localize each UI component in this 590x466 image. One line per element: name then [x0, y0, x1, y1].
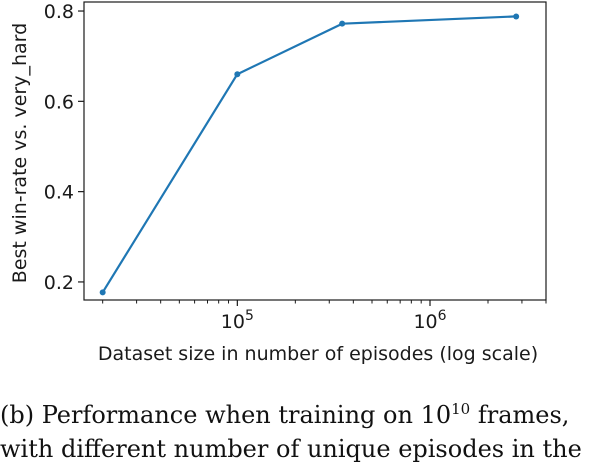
caption-line-1: (b) Performance when training on 1010 fr… — [0, 400, 570, 429]
x-tick-label: 105 — [221, 308, 254, 333]
data-series — [99, 13, 520, 296]
y-axis-label: Best win-rate vs. very_hard — [9, 23, 31, 283]
series-line — [101, 15, 517, 293]
data-point — [99, 289, 106, 296]
data-point — [339, 20, 346, 27]
x-axis-label: Dataset size in number of episodes (log … — [98, 343, 538, 365]
caption-line-2: with different number of unique episodes… — [0, 435, 582, 463]
data-point — [513, 13, 520, 20]
plot-frame — [83, 1, 547, 301]
x-tick-label: 106 — [413, 308, 446, 333]
y-tick-label: 0.4 — [44, 182, 74, 204]
figure-caption: (b) Performance when training on 1010 fr… — [0, 392, 590, 466]
y-tick-label: 0.2 — [44, 272, 74, 294]
line-chart: 0.2 0.4 0.6 0.8 105 106 Dataset size in numb… — [9, 1, 547, 365]
y-axis-ticks: 0.2 0.4 0.6 0.8 — [44, 1, 84, 294]
y-tick-label: 0.6 — [44, 91, 74, 113]
y-tick-label: 0.8 — [44, 1, 74, 23]
data-point — [234, 71, 241, 78]
x-axis-ticks: 105 106 — [102, 300, 547, 333]
